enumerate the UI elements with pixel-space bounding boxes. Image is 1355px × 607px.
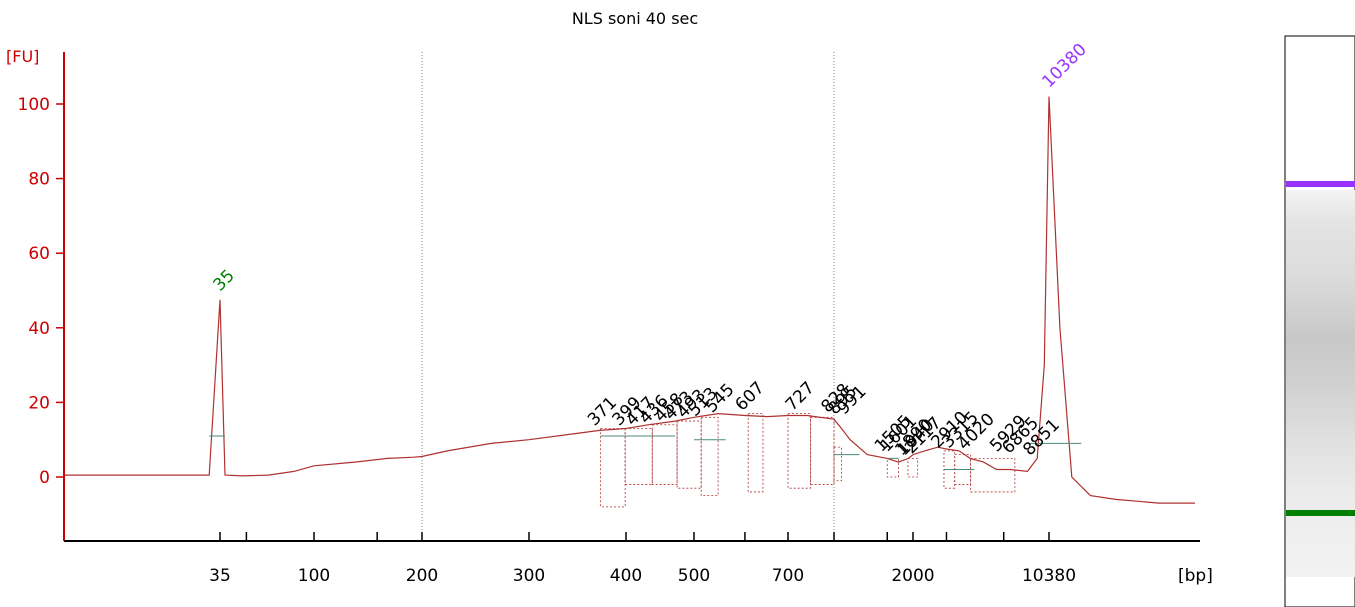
x-axis-label: [bp] — [1178, 566, 1213, 586]
x-tick-label-35: 35 — [209, 566, 231, 586]
y-tick-label-40: 40 — [28, 319, 50, 339]
y-tick-label-60: 60 — [28, 244, 50, 264]
peak-region-box-6 — [787, 413, 811, 489]
x-tick-label-100: 100 — [298, 566, 330, 586]
peak-region-box-2 — [651, 424, 678, 485]
x-tick-label-300: 300 — [513, 566, 545, 586]
dashed-guide-lines — [421, 52, 835, 541]
peak-region-boxes — [600, 413, 1016, 508]
peak-region-box-0 — [600, 428, 626, 508]
gel-lane-image — [1284, 35, 1355, 607]
y-axis-label: [FU] — [6, 47, 39, 66]
peak-region-box-5 — [747, 413, 764, 493]
peak-label-727: 727 — [782, 378, 819, 415]
peak-region-box-3 — [676, 420, 702, 489]
gel-lower-marker-band — [1286, 510, 1355, 516]
x-tick-label-400: 400 — [610, 566, 642, 586]
x-tick-label-500: 500 — [678, 566, 710, 586]
x-tick-label-2000: 2000 — [891, 566, 934, 586]
gel-lane-smear — [1286, 190, 1355, 577]
y-tick-label-20: 20 — [28, 393, 50, 413]
marker-labels: 35 10380 — [209, 40, 1090, 296]
y-tick-label-100: 100 — [18, 95, 50, 115]
x-tick-label-10380: 10380 — [1022, 566, 1076, 586]
y-axis: 0 20 40 60 80 100 — [18, 52, 65, 541]
trace-line — [64, 96, 1195, 504]
marker-label-35: 35 — [209, 266, 238, 295]
peak-label-607: 607 — [732, 378, 769, 415]
peak-region-box-7 — [810, 416, 835, 485]
peak-region-box-4 — [700, 416, 719, 497]
gel-upper-marker-band — [1286, 181, 1355, 187]
peak-region-box-10 — [907, 457, 919, 478]
chart-title: NLS soni 40 sec — [572, 9, 698, 28]
x-axis: 35 100 200 300 400 500 700 2000 10380 — [64, 532, 1200, 586]
x-tick-label-700: 700 — [772, 566, 804, 586]
y-tick-label-80: 80 — [28, 170, 50, 190]
peak-region-box-8 — [833, 446, 842, 482]
x-tick-label-200: 200 — [406, 566, 438, 586]
peak-region-box-1 — [624, 428, 653, 485]
peak-region-box-13 — [970, 457, 1016, 493]
y-tick-label-0: 0 — [39, 468, 50, 488]
marker-label-10380: 10380 — [1038, 40, 1090, 92]
trace-layer — [64, 96, 1195, 504]
